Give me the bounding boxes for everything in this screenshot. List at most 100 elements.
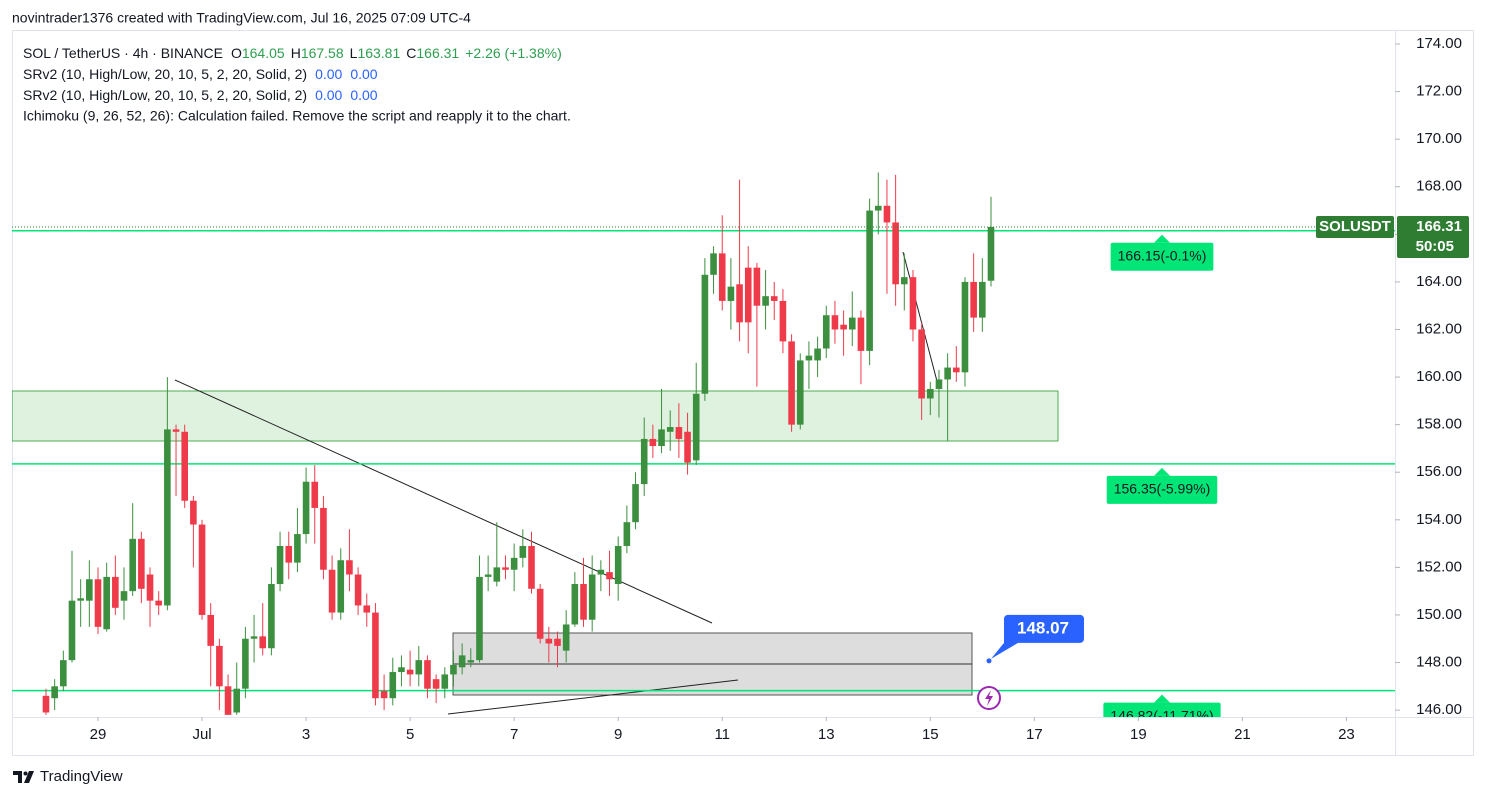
candle-body xyxy=(337,560,345,613)
candle-body xyxy=(788,341,795,425)
candle-body xyxy=(164,429,171,606)
candle-body xyxy=(692,393,700,461)
candle-body xyxy=(441,674,449,689)
candle-body xyxy=(458,655,466,668)
candle-body xyxy=(372,612,379,699)
candle-body xyxy=(198,524,206,615)
ohlc-value: 164.05 xyxy=(242,45,285,61)
ohlc-value: 166.31 xyxy=(416,45,459,61)
x-tick-label: 13 xyxy=(818,726,835,743)
indicator-value: 0.00 xyxy=(315,66,342,82)
candle-body xyxy=(233,688,241,713)
candle-body xyxy=(597,569,605,575)
level-label-box xyxy=(1103,702,1221,717)
candle-body xyxy=(718,253,726,301)
candle-body xyxy=(822,315,830,349)
candle-body xyxy=(796,360,804,425)
countdown-label: 50:05 xyxy=(1416,238,1454,255)
y-tick-label: 164.00 xyxy=(1416,273,1462,290)
candle-body xyxy=(840,324,847,330)
candle-body xyxy=(484,574,492,577)
candle-body xyxy=(987,226,995,281)
y-tick-label: 172.00 xyxy=(1416,83,1462,100)
candle-body xyxy=(588,574,596,620)
x-tick-label: 3 xyxy=(302,726,310,743)
callout-label: 148.07 xyxy=(1017,618,1069,637)
change: +2.26 (+1.38%) xyxy=(465,45,562,61)
candle-body xyxy=(432,679,440,689)
candle-body xyxy=(302,481,310,535)
ticker-label: SOLUSDT xyxy=(1319,218,1391,235)
candle-body xyxy=(450,664,457,675)
candle-body xyxy=(354,574,362,606)
legend-line: SOL / TetherUS · 4h · BINANCE O164.05 H167… xyxy=(23,45,562,61)
candle-body xyxy=(866,210,873,351)
candle-body xyxy=(658,429,665,447)
x-tick-label: 5 xyxy=(406,726,414,743)
candle-body xyxy=(181,431,189,501)
legend: SOL / TetherUS · 4h · BINANCE O164.05 H167… xyxy=(23,45,571,124)
candle-body xyxy=(68,600,76,661)
ohlc-value: 163.81 xyxy=(357,45,400,61)
candle-body xyxy=(276,545,284,585)
candle-body xyxy=(346,560,353,575)
ticker-box xyxy=(1316,215,1394,238)
y-tick-label: 158.00 xyxy=(1416,416,1462,433)
trend-line xyxy=(174,379,713,624)
candle-body xyxy=(814,348,821,361)
candle-body xyxy=(207,614,215,646)
candle-body xyxy=(51,686,58,699)
price-label: 166.31 xyxy=(1416,218,1462,235)
candle-body xyxy=(649,438,657,447)
candle-body xyxy=(831,315,839,330)
level-label-box xyxy=(1110,242,1214,271)
candle-body xyxy=(294,534,301,563)
candle-body xyxy=(762,296,769,306)
x-tick-label: 11 xyxy=(714,726,730,743)
credit: novintrader1376 created with TradingView… xyxy=(12,10,471,26)
candle-body xyxy=(172,429,180,432)
candle-body xyxy=(103,576,110,630)
level-label: 146.82(-11.71%) xyxy=(1103,694,1221,717)
candle-body xyxy=(900,277,908,285)
y-tick-label: 152.00 xyxy=(1416,558,1462,575)
indicator-name: SRv2 (10, High/Low, 20, 10, 5, 2, 20, So… xyxy=(23,87,307,103)
candle-body xyxy=(224,686,232,715)
x-tick-label: 29 xyxy=(90,726,107,743)
candle-body xyxy=(580,584,587,620)
candle-body xyxy=(94,579,102,627)
candle-body xyxy=(528,545,535,589)
candle-body xyxy=(424,660,431,689)
candle-body xyxy=(285,545,293,563)
candle-body xyxy=(363,605,371,613)
callout-box xyxy=(991,614,1084,659)
level-label-pointer xyxy=(1154,467,1170,476)
y-tick-label: 148.00 xyxy=(1416,653,1462,670)
candle-body xyxy=(242,638,249,689)
y-tick-label: 174.00 xyxy=(1416,35,1462,52)
alert-icon xyxy=(977,686,1001,710)
level-label: 156.35(-5.99%) xyxy=(1106,467,1218,504)
indicator: SRv2 (10, High/Low, 20, 10, 5, 2, 20, So… xyxy=(23,66,378,82)
x-tick-label: 15 xyxy=(922,726,939,743)
candle-body xyxy=(918,329,925,399)
y-tick-label: 154.00 xyxy=(1416,511,1462,528)
x-tick-label: 17 xyxy=(1026,726,1043,743)
candle-body xyxy=(562,624,570,651)
candle-body xyxy=(927,388,934,399)
candle-body xyxy=(632,484,639,523)
candle-body xyxy=(398,667,405,673)
candle-body xyxy=(935,379,943,389)
y-tick-label: 146.00 xyxy=(1416,701,1462,718)
level-label-box xyxy=(1106,475,1218,504)
candle-body xyxy=(753,267,761,306)
level-label-text: 156.35(-5.99%) xyxy=(1114,481,1211,497)
ohlc-value: 167.58 xyxy=(301,45,344,61)
plot: 166.15(-0.1%) 156.35(-5.99%) 146.82(-11.71… xyxy=(12,172,1395,717)
x-tick-label: 21 xyxy=(1234,726,1251,743)
y-tick-label: 170.00 xyxy=(1416,130,1462,147)
candle-body xyxy=(606,572,613,580)
level-label-pointer xyxy=(1154,234,1170,243)
candle-body xyxy=(883,205,891,223)
candle-body xyxy=(961,281,969,373)
